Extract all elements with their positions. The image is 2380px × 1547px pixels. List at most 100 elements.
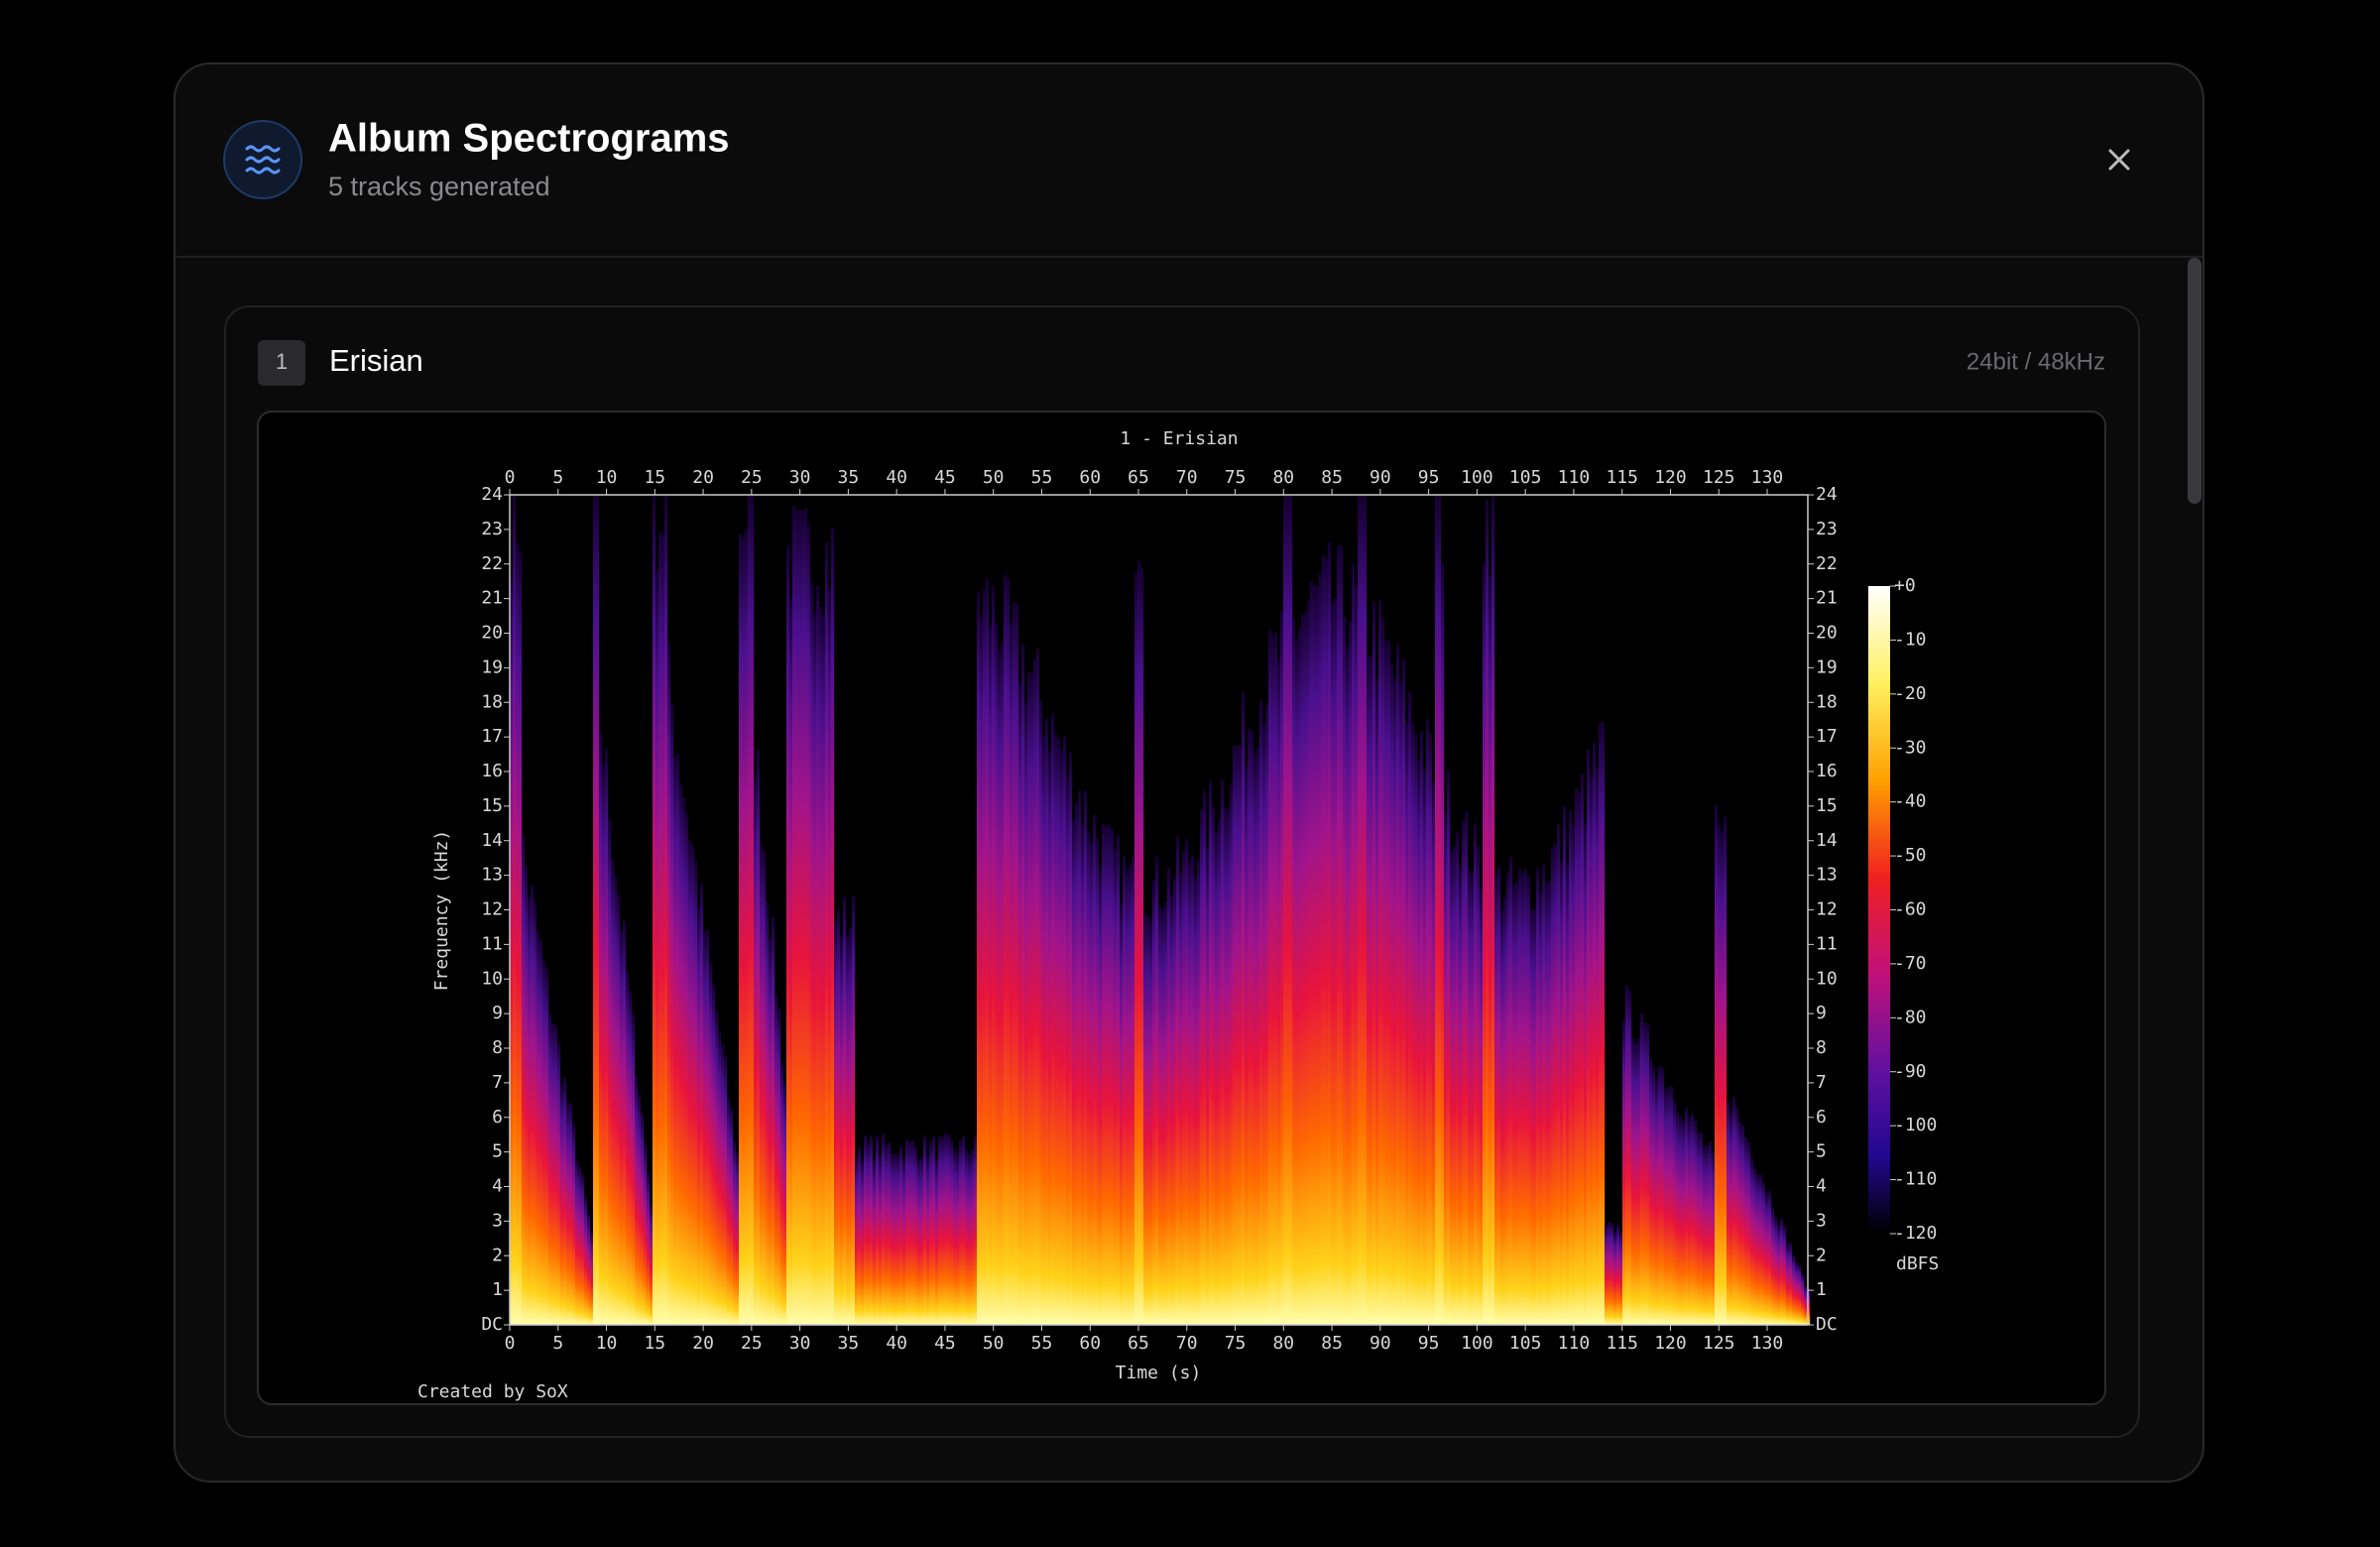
spectrogram-column <box>1625 985 1629 1325</box>
y-tick-label-left: 17 <box>481 726 503 747</box>
spectrogram-column <box>1155 856 1159 1325</box>
spectrogram-column <box>986 579 990 1325</box>
spectrogram-column <box>1140 567 1144 1325</box>
spectrogram-column <box>1747 1141 1751 1325</box>
x-tick-label-top: 115 <box>1606 467 1638 488</box>
y-tick-label-left: 20 <box>481 623 503 644</box>
spectrogram-column <box>1352 563 1356 1325</box>
spectrogram-column <box>1134 573 1138 1325</box>
spectrogram-column <box>548 1013 552 1325</box>
spectrogram-column <box>858 1146 862 1325</box>
spectrogram-column <box>1771 1208 1775 1325</box>
spectrogram-column <box>891 1152 894 1325</box>
spectrogram-column <box>1096 838 1100 1325</box>
spectrogram-column <box>1001 643 1005 1325</box>
spectrogram-column <box>1298 628 1302 1325</box>
spectrogram-column <box>864 1135 868 1325</box>
spectrogram-column <box>974 1135 978 1325</box>
x-tick-label-top: 125 <box>1703 467 1735 488</box>
spectrogram-column <box>551 1023 555 1325</box>
spectrogram-column <box>653 495 656 1325</box>
y-tick-label-left: 5 <box>492 1141 503 1162</box>
spectrogram-column <box>614 876 618 1325</box>
x-tick-label-bottom: 50 <box>983 1333 1005 1354</box>
spectrogram-column <box>1280 610 1284 1325</box>
spectrogram-column <box>1587 749 1591 1325</box>
spectrogram-column <box>1738 1121 1742 1325</box>
spectrogram-column <box>1027 671 1031 1325</box>
spectrogram-column <box>962 1135 966 1325</box>
y-tick-label-left: 6 <box>492 1107 503 1128</box>
spectrogram-column <box>1018 683 1022 1325</box>
spectrogram-column <box>810 582 814 1325</box>
spectrogram-column <box>1741 1125 1745 1325</box>
spectrogram-column <box>1036 649 1040 1325</box>
spectrogram-column <box>1628 990 1632 1325</box>
y-tick-label-right: 13 <box>1816 865 1838 886</box>
spectrogram-column <box>1438 495 1442 1325</box>
spectrogram-column <box>1486 500 1489 1325</box>
spectrogram-column <box>575 1160 579 1325</box>
spectrogram-column <box>1759 1174 1763 1325</box>
spectrogram-column <box>1607 1221 1611 1325</box>
spectrogram-column <box>1572 825 1576 1325</box>
spectrogram-column <box>1646 1023 1650 1325</box>
spectrogram-column <box>1536 868 1540 1325</box>
track-number: 1 <box>276 349 288 374</box>
spectrogram-column <box>682 797 686 1325</box>
colorbar-tick-label: -40 <box>1894 791 1927 812</box>
spectrogram-column <box>1316 586 1320 1325</box>
spectrogram-column <box>1334 598 1338 1325</box>
spectrogram-column <box>1349 621 1353 1325</box>
spectrogram-column <box>1786 1245 1790 1325</box>
spectrogram-column <box>801 510 805 1325</box>
spectrogram-column <box>1610 1222 1614 1325</box>
spectrogram-column <box>1497 866 1501 1325</box>
spectrogram-column <box>1801 1273 1805 1325</box>
spectrogram-column <box>1292 619 1296 1325</box>
spectrogram-column <box>1131 855 1135 1325</box>
spectrogram-column <box>757 749 761 1325</box>
spectrogram-column <box>1783 1226 1787 1325</box>
track-name: Erisian <box>329 343 423 378</box>
spectrogram-column <box>1640 1012 1644 1325</box>
x-tick-label-bottom: 10 <box>596 1333 618 1354</box>
spectrogram-column <box>789 598 793 1325</box>
spectrogram-column <box>843 895 847 1325</box>
spectrogram-column <box>1239 745 1243 1325</box>
spectrogram-column <box>632 1012 636 1325</box>
x-tick-label-bottom: 110 <box>1558 1333 1591 1354</box>
x-tick-label-bottom: 100 <box>1461 1333 1493 1354</box>
close-button[interactable] <box>2099 140 2139 179</box>
y-tick-label-left: 19 <box>481 656 503 677</box>
spectrogram-column <box>1007 578 1011 1325</box>
y-tick-label-right: 10 <box>1816 968 1838 989</box>
spectrogram-column <box>807 525 811 1325</box>
spectrogram-column <box>1488 575 1492 1325</box>
spectrogram-column <box>1137 560 1141 1325</box>
spectrogram-column <box>1176 836 1180 1325</box>
spectrogram-column <box>1613 1232 1617 1325</box>
x-tick-label-top: 60 <box>1079 467 1101 488</box>
scrollbar-thumb[interactable] <box>2188 258 2202 504</box>
spectrogram-column <box>1500 909 1504 1325</box>
spectrogram-column <box>641 1113 645 1325</box>
spectrogram-column <box>1114 850 1118 1325</box>
spectrogram-column <box>1706 1144 1710 1325</box>
spectrogram-column <box>1789 1243 1793 1325</box>
spectrogram-column <box>876 1135 880 1325</box>
spectrogram-column <box>1072 819 1076 1325</box>
spectrogram-column <box>905 1139 909 1325</box>
spectrogram-column <box>953 1148 957 1325</box>
spectrogram-column <box>950 1139 954 1325</box>
spectrogram-column <box>1447 770 1451 1325</box>
spectrogram-column <box>1729 1112 1733 1325</box>
spectrogram-column <box>989 626 993 1325</box>
spectrogram-column <box>1143 913 1147 1325</box>
spectrogram-column <box>1456 831 1460 1325</box>
spectrogram-column <box>1643 1021 1647 1325</box>
spectrogram-column <box>1221 778 1225 1325</box>
y-tick-label-right: 7 <box>1816 1072 1827 1093</box>
spectrogram-column <box>1078 790 1082 1325</box>
spectrogram-column <box>557 1042 561 1325</box>
